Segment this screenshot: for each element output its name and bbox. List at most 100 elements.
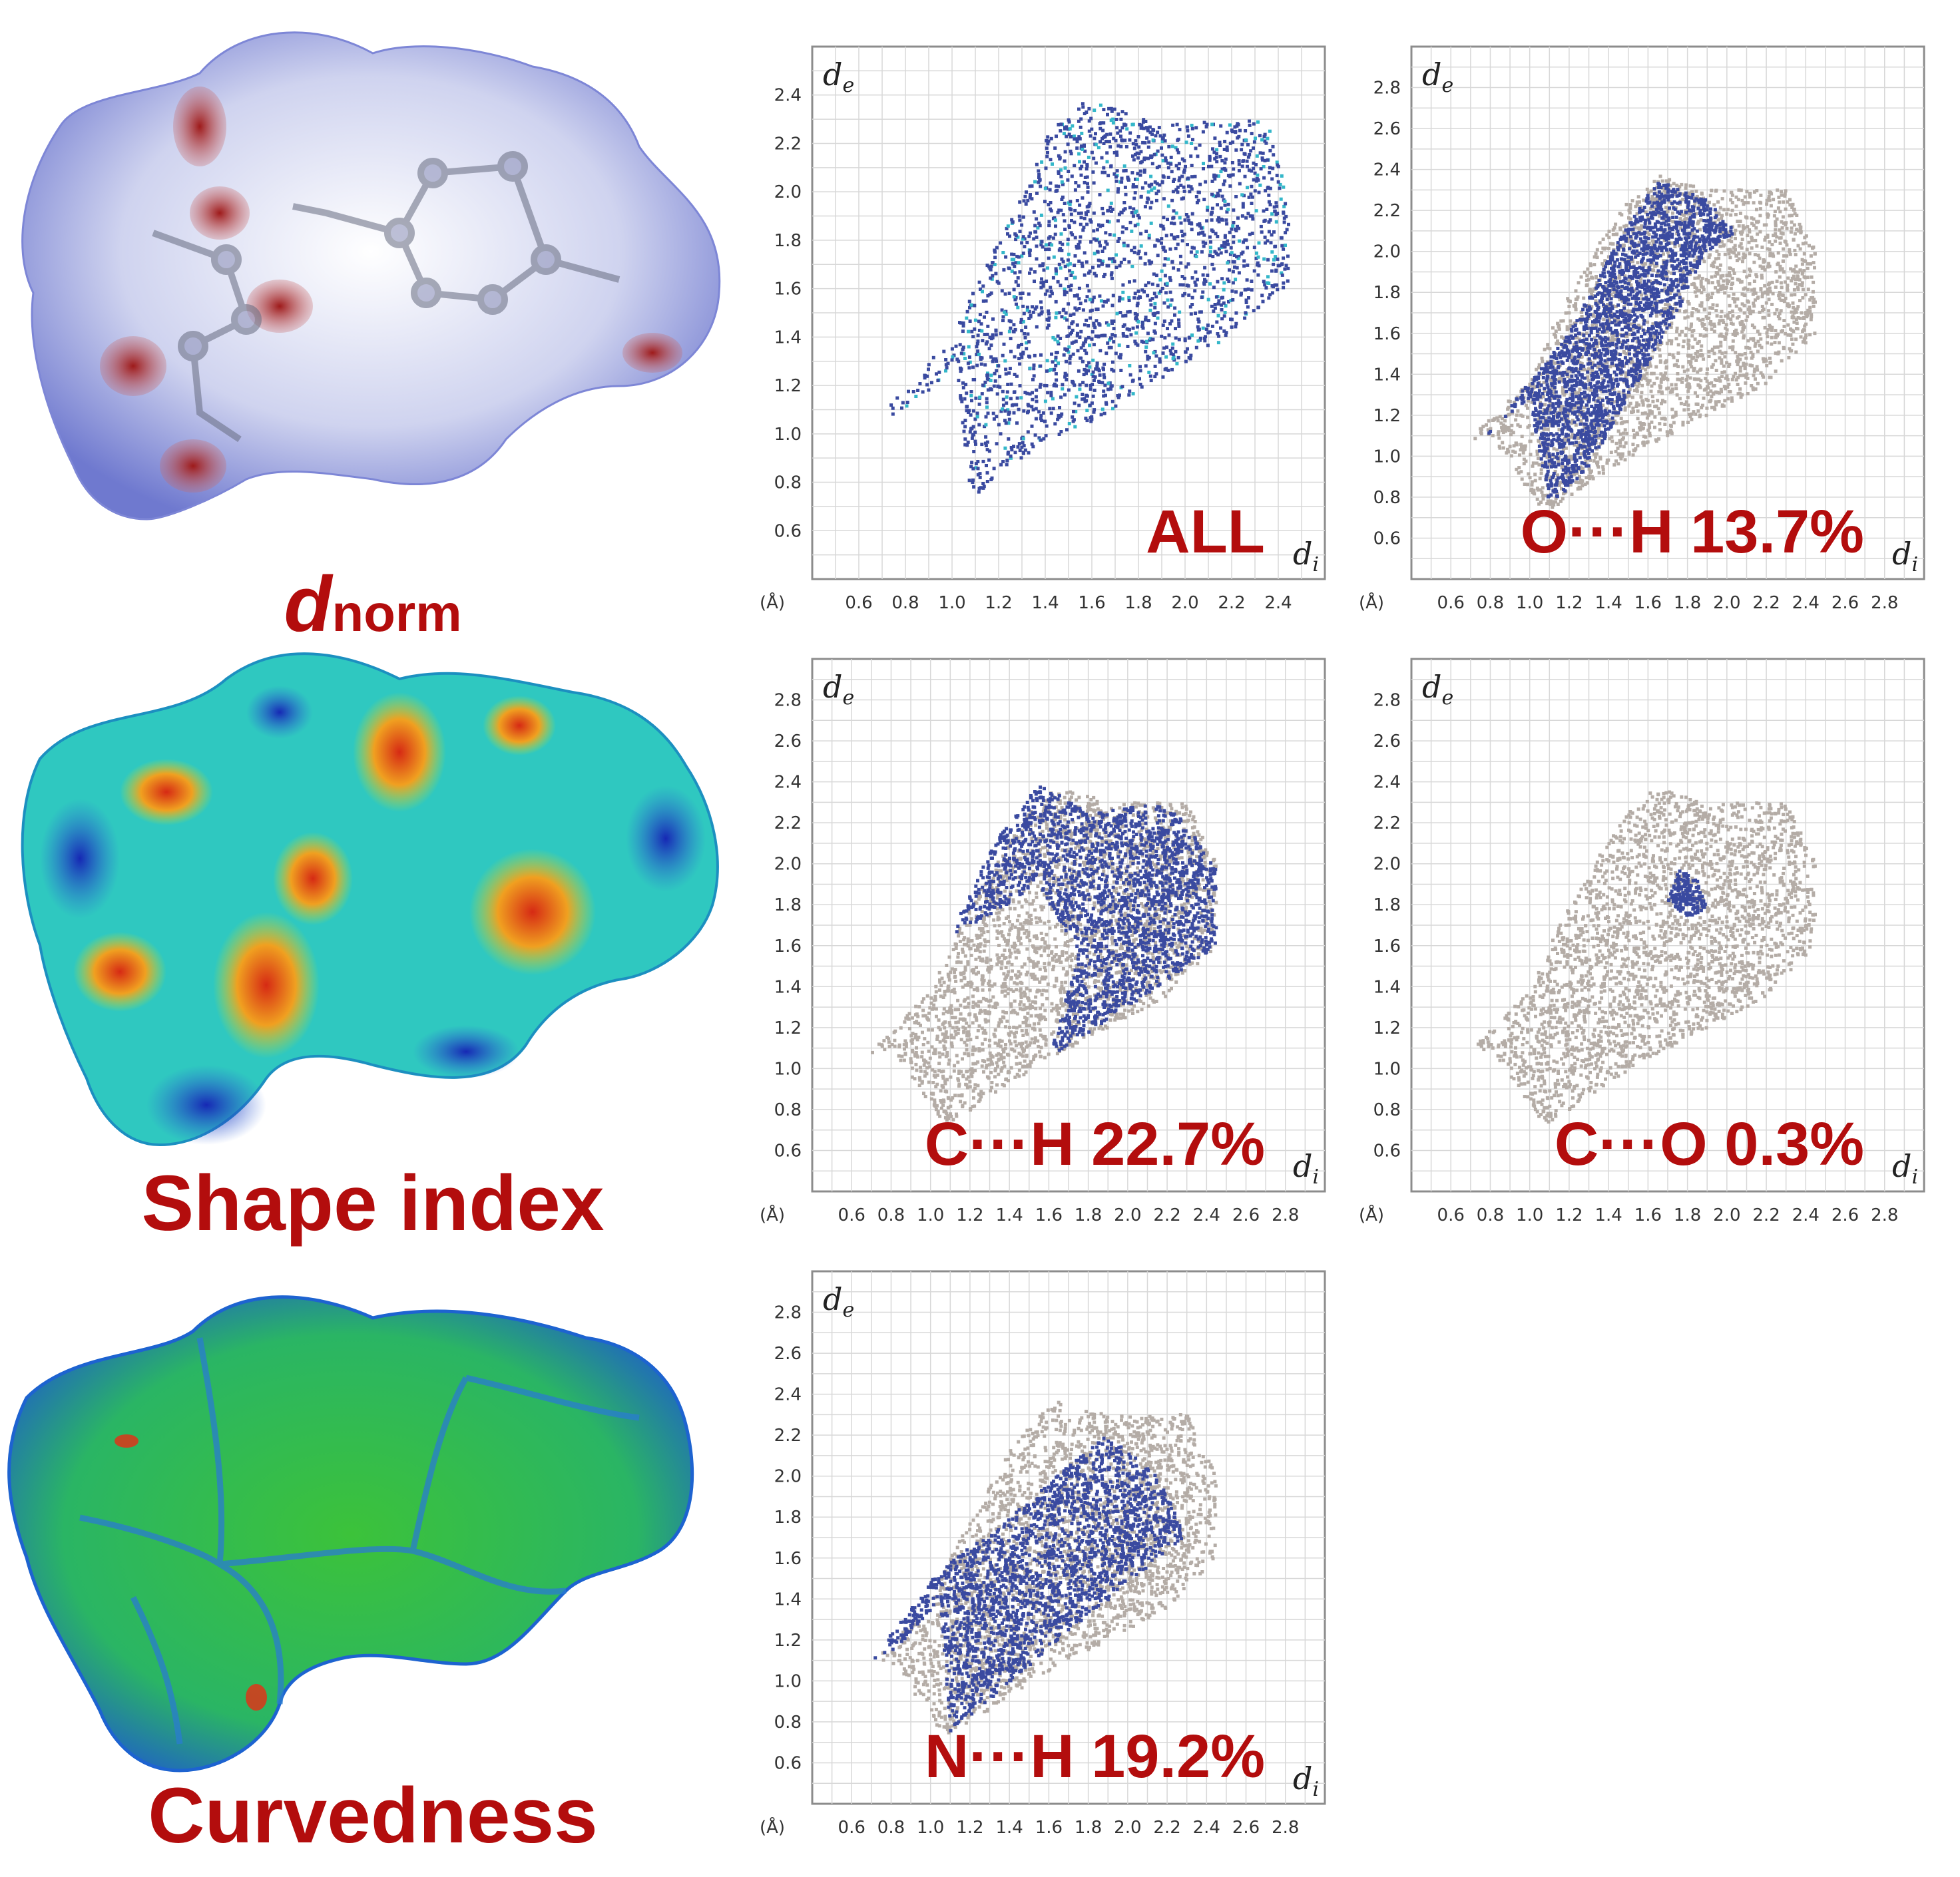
scatter-point — [1774, 239, 1778, 243]
scatter-point — [1722, 370, 1726, 374]
scatter-point — [1160, 241, 1163, 245]
scatter-point — [1148, 337, 1152, 341]
scatter-point — [1635, 340, 1639, 344]
scatter-point — [1035, 388, 1039, 392]
scatter-point — [1730, 201, 1734, 204]
scatter-point — [1118, 356, 1122, 360]
scatter-point — [1577, 367, 1581, 371]
scatter-point — [1656, 346, 1660, 350]
scatter-point — [1021, 437, 1025, 441]
scatter-point — [1087, 361, 1091, 365]
scatter-point — [1708, 194, 1712, 198]
scatter-point — [1096, 250, 1100, 254]
scatter-point — [1211, 147, 1214, 151]
scatter-point — [1228, 123, 1232, 127]
scatter-point — [1155, 238, 1159, 242]
scatter-point — [1160, 334, 1164, 338]
scatter-point — [1671, 211, 1674, 215]
scatter-point — [1027, 292, 1031, 296]
scatter-point — [1185, 284, 1189, 287]
scatter-point — [1779, 309, 1783, 313]
scatter-point — [1595, 431, 1599, 435]
scatter-point — [1250, 169, 1254, 173]
scatter-point — [1592, 255, 1596, 259]
scatter-point — [1121, 290, 1125, 294]
scatter-point — [1771, 252, 1775, 256]
scatter-point — [1667, 339, 1671, 343]
scatter-point — [1164, 282, 1168, 286]
scatter-point — [1620, 454, 1624, 458]
scatter-point — [1585, 481, 1589, 485]
scatter-point — [1678, 378, 1682, 382]
scatter-point — [1119, 210, 1123, 214]
scatter-point — [1041, 280, 1045, 284]
scatter-point — [1158, 134, 1162, 138]
scatter-point — [1652, 180, 1656, 184]
scatter-point — [1722, 279, 1726, 283]
scatter-point — [1792, 306, 1796, 310]
scatter-point — [1090, 373, 1094, 376]
scatter-point — [950, 358, 954, 362]
scatter-point — [1266, 258, 1270, 262]
scatter-point — [1222, 314, 1226, 318]
scatter-point — [1183, 218, 1187, 222]
scatter-point — [1804, 293, 1808, 297]
scatter-point — [963, 357, 967, 360]
scatter-point — [1260, 230, 1264, 234]
scatter-point — [1770, 325, 1774, 329]
scatter-point — [1497, 436, 1501, 440]
scatter-point — [1147, 234, 1151, 238]
scatter-point — [1038, 224, 1042, 228]
scatter-point — [1778, 297, 1782, 301]
scatter-point — [965, 443, 969, 447]
scatter-point — [1644, 397, 1648, 401]
scatter-point — [1687, 360, 1691, 363]
scatter-point — [1033, 307, 1037, 311]
scatter-point — [1202, 233, 1206, 237]
scatter-point — [1810, 315, 1814, 319]
scatter-point — [968, 430, 972, 434]
scatter-point — [946, 361, 950, 365]
scatter-point — [1102, 300, 1106, 304]
scatter-point — [1616, 446, 1620, 450]
scatter-point — [1140, 325, 1144, 328]
scatter-point — [1736, 375, 1740, 379]
scatter-point — [1479, 431, 1483, 435]
scatter-point — [1223, 245, 1227, 249]
scatter-point — [1641, 366, 1644, 370]
scatter-point — [1027, 310, 1031, 313]
scatter-point — [1666, 386, 1670, 390]
scatter-point — [1587, 467, 1591, 471]
scatter-point — [1723, 355, 1727, 359]
scatter-point — [1156, 284, 1160, 288]
scatter-point — [1188, 190, 1192, 194]
scatter-point — [1684, 378, 1688, 382]
scatter-point — [1231, 270, 1235, 274]
scatter-point — [1206, 208, 1210, 212]
scatter-point — [1061, 195, 1065, 199]
scatter-point — [1624, 393, 1628, 397]
scatter-point — [1501, 441, 1505, 445]
scatter-point — [1128, 280, 1131, 284]
scatter-point — [1688, 193, 1692, 197]
scatter-point — [1696, 383, 1700, 387]
scatter-point — [1726, 248, 1730, 252]
scatter-point — [1722, 243, 1726, 247]
scatter-point — [1130, 248, 1134, 252]
scatter-point — [1549, 377, 1553, 381]
scatter-point — [1686, 300, 1690, 304]
scatter-point — [1152, 329, 1156, 333]
scatter-point — [1110, 276, 1114, 280]
scatter-point — [1072, 312, 1076, 316]
scatter-point — [925, 383, 929, 387]
scatter-point — [1106, 323, 1110, 327]
scatter-point — [1701, 286, 1705, 289]
scatter-point — [1197, 320, 1201, 324]
scatter-point — [1018, 230, 1022, 234]
scatter-point — [1162, 216, 1166, 220]
scatter-point — [965, 310, 969, 313]
scatter-point — [1015, 302, 1018, 306]
scatter-point — [1543, 389, 1547, 393]
scatter-point — [1223, 161, 1227, 165]
scatter-point — [1091, 330, 1095, 334]
